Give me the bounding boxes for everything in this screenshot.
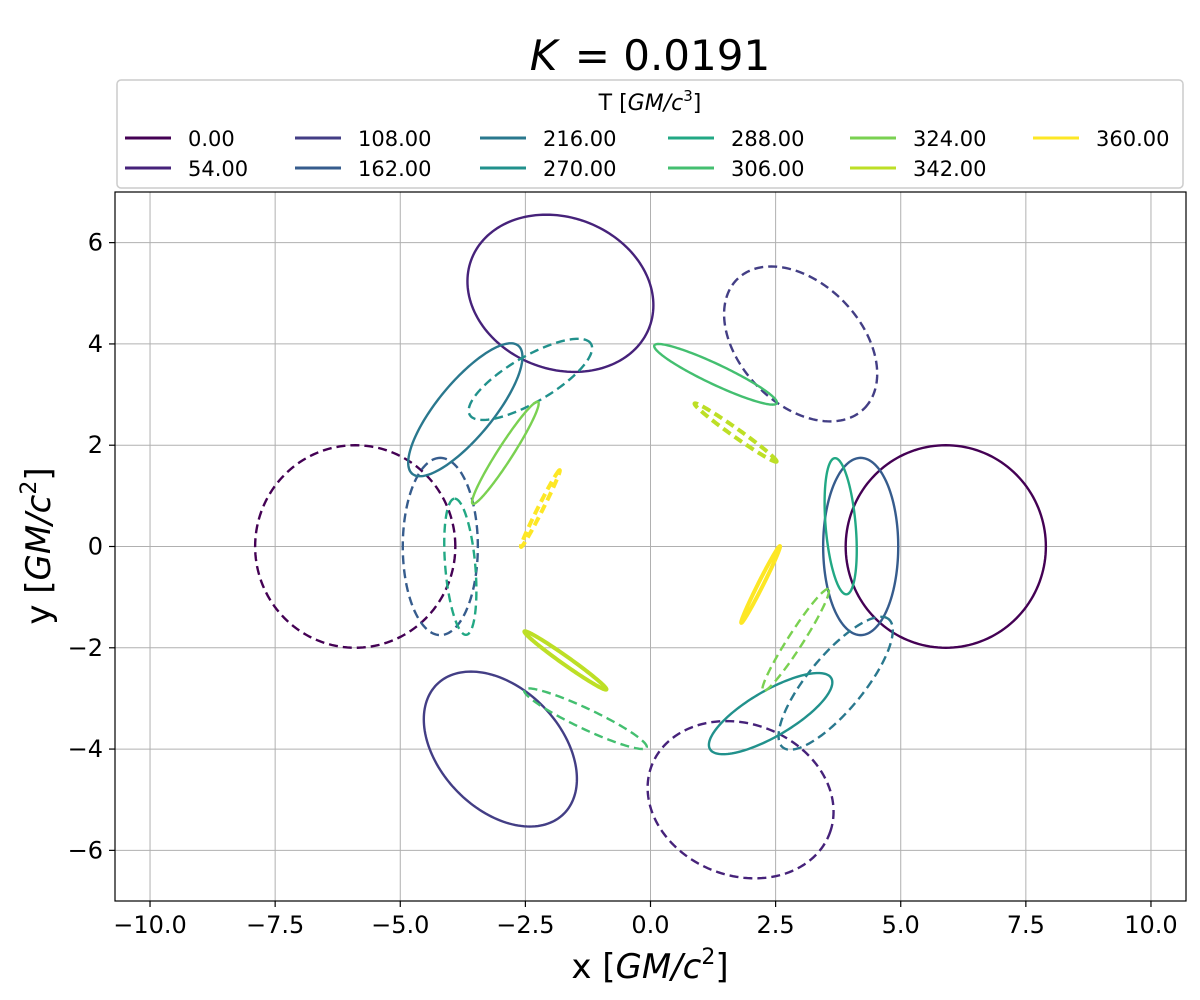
legend-label: 270.00 xyxy=(543,157,616,181)
x-tick-label: −2.5 xyxy=(496,911,554,939)
series-orbit-162.00 xyxy=(821,456,900,637)
series-orbit-270.00 xyxy=(707,671,834,756)
series-orbit-54.00 xyxy=(466,213,655,374)
legend-entry-306.00: 306.00 xyxy=(668,157,804,181)
legend-entries: 0.00 54.00 108.00 162.00 216.00 270.00 288.00 3… xyxy=(125,127,1169,181)
x-tick-label: −7.5 xyxy=(246,911,304,939)
legend-entry-324.00: 324.00 xyxy=(850,127,986,151)
legend-entry-288.00: 288.00 xyxy=(668,127,804,151)
legend-entry-108.00: 108.00 xyxy=(295,127,431,151)
series-orbit-360.00 xyxy=(739,544,783,625)
series-orbit-mirror-270.00 xyxy=(467,337,594,422)
y-tick-label: 2 xyxy=(88,431,103,459)
legend-label: 162.00 xyxy=(358,157,431,181)
grid xyxy=(115,192,1186,901)
legend-entry-342.00: 342.00 xyxy=(850,157,986,181)
y-tick-label: −2 xyxy=(68,634,103,662)
series-orbit-324.00 xyxy=(470,400,540,506)
y-tick-label: 0 xyxy=(88,533,103,561)
legend-entry-162.00: 162.00 xyxy=(295,157,431,181)
title-value: = 0.0191 xyxy=(575,31,771,80)
y-tick-label: 4 xyxy=(88,330,103,358)
x-tick-label: 2.5 xyxy=(757,911,795,939)
x-tick-label: −5.0 xyxy=(371,911,429,939)
legend-entry-54.00: 54.00 xyxy=(125,157,248,181)
legend-title: T [GM/c3] xyxy=(598,87,702,116)
y-tick-label: −4 xyxy=(68,735,103,763)
legend-frame xyxy=(116,79,1184,189)
series-orbit-mirror-288.00 xyxy=(443,497,478,637)
series-orbit-108.00 xyxy=(422,670,579,828)
legend-label: 342.00 xyxy=(913,157,986,181)
series-orbit-mirror-324.00 xyxy=(761,587,831,693)
x-tick-label: 7.5 xyxy=(1007,911,1045,939)
series-orbit-0.00 xyxy=(844,444,1048,649)
legend: T [GM/c3] 0.00 54.00 108.00 162.00 216.00 270… xyxy=(116,79,1184,189)
x-axis-label: x [GM/c2] xyxy=(571,945,728,987)
series-orbit-mirror-306.00 xyxy=(522,687,649,751)
x-tick-label: −10.0 xyxy=(113,911,187,939)
series-orbit-288.00 xyxy=(823,456,858,596)
x-tick-label: 5.0 xyxy=(882,911,920,939)
legend-label: 324.00 xyxy=(913,127,986,151)
legend-entry-216.00: 216.00 xyxy=(480,127,616,151)
legend-label: 288.00 xyxy=(731,127,804,151)
x-tick-label: 10.0 xyxy=(1124,911,1177,939)
legend-label: 306.00 xyxy=(731,157,804,181)
plot-area: −10.0 −7.5 −5.0 −2.5 0.0 2.5 5.0 7.5 10.0 −6 −4 −2 0… xyxy=(68,191,1187,939)
legend-label: 108.00 xyxy=(358,127,431,151)
series-orbit-mirror-54.00 xyxy=(646,719,835,880)
series-orbit-mirror-342.00 xyxy=(692,401,779,464)
y-tick-label: 6 xyxy=(88,229,103,257)
series-layer xyxy=(253,213,1048,880)
legend-label: 0.00 xyxy=(188,127,235,151)
ticks: −10.0 −7.5 −5.0 −2.5 0.0 2.5 5.0 7.5 10.0 −6 −4 −2 0… xyxy=(68,229,1178,939)
y-tick-label: −6 xyxy=(68,836,103,864)
legend-entry-0.00: 0.00 xyxy=(125,127,235,151)
series-orbit-mirror-108.00 xyxy=(722,265,879,423)
legend-label: 360.00 xyxy=(1096,127,1169,151)
series-orbit-mirror-0.00 xyxy=(253,444,457,649)
x-tick-label: 0.0 xyxy=(631,911,669,939)
series-orbit-306.00 xyxy=(652,342,779,406)
series-orbit-mirror-360.00 xyxy=(518,468,562,549)
series-orbit-216.00 xyxy=(407,342,524,478)
chart-title: K = 0.0191 xyxy=(530,31,770,80)
series-orbit-mirror-216.00 xyxy=(777,615,894,751)
legend-entry-270.00: 270.00 xyxy=(480,157,616,181)
y-axis-label: y [GM/c2] xyxy=(17,467,59,624)
legend-label: 216.00 xyxy=(543,127,616,151)
series-orbit-342.00 xyxy=(522,629,609,692)
legend-label: 54.00 xyxy=(188,157,248,181)
title-var: K xyxy=(530,31,561,80)
legend-entry-360.00: 360.00 xyxy=(1033,127,1169,151)
